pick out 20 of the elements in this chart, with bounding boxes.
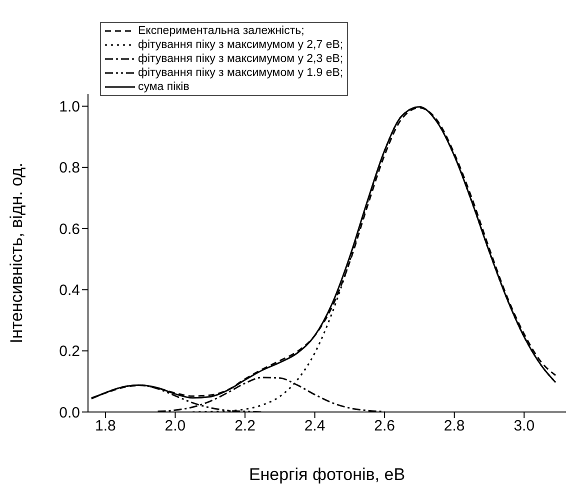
y-tick-label: 0.6	[59, 220, 80, 238]
y-tick-label: 0.2	[59, 343, 80, 360]
x-tick-label: 2.8	[444, 418, 465, 435]
y-tick-label: 0.0	[59, 404, 80, 422]
x-tick-label: 2.4	[304, 418, 326, 435]
x-tick-label: 1.8	[95, 418, 116, 435]
y-tick-label: 0.4	[59, 282, 80, 300]
legend-label: Експериментальна залежність;	[138, 24, 304, 38]
legend-label: фітування піку з максимумом у 1.9 еВ;	[138, 66, 344, 80]
x-tick-label: 3.0	[514, 418, 535, 435]
y-axis-title: Інтенсивність, відн. од.	[7, 162, 26, 344]
x-tick-label: 2.0	[164, 418, 186, 435]
y-tick-label: 0.8	[59, 160, 80, 177]
x-tick-label: 2.2	[234, 418, 256, 435]
legend-label: фітування піку з максимумом у 2,7 еВ;	[138, 38, 344, 52]
legend-label: сума піків	[138, 80, 190, 94]
x-tick-label: 2.6	[374, 418, 395, 435]
legend-label: фітування піку з максимумом у 2,3 еВ;	[138, 52, 344, 66]
y-tick-label: 1.0	[59, 98, 80, 116]
x-axis-title: Енергія фотонів, еВ	[248, 465, 406, 484]
